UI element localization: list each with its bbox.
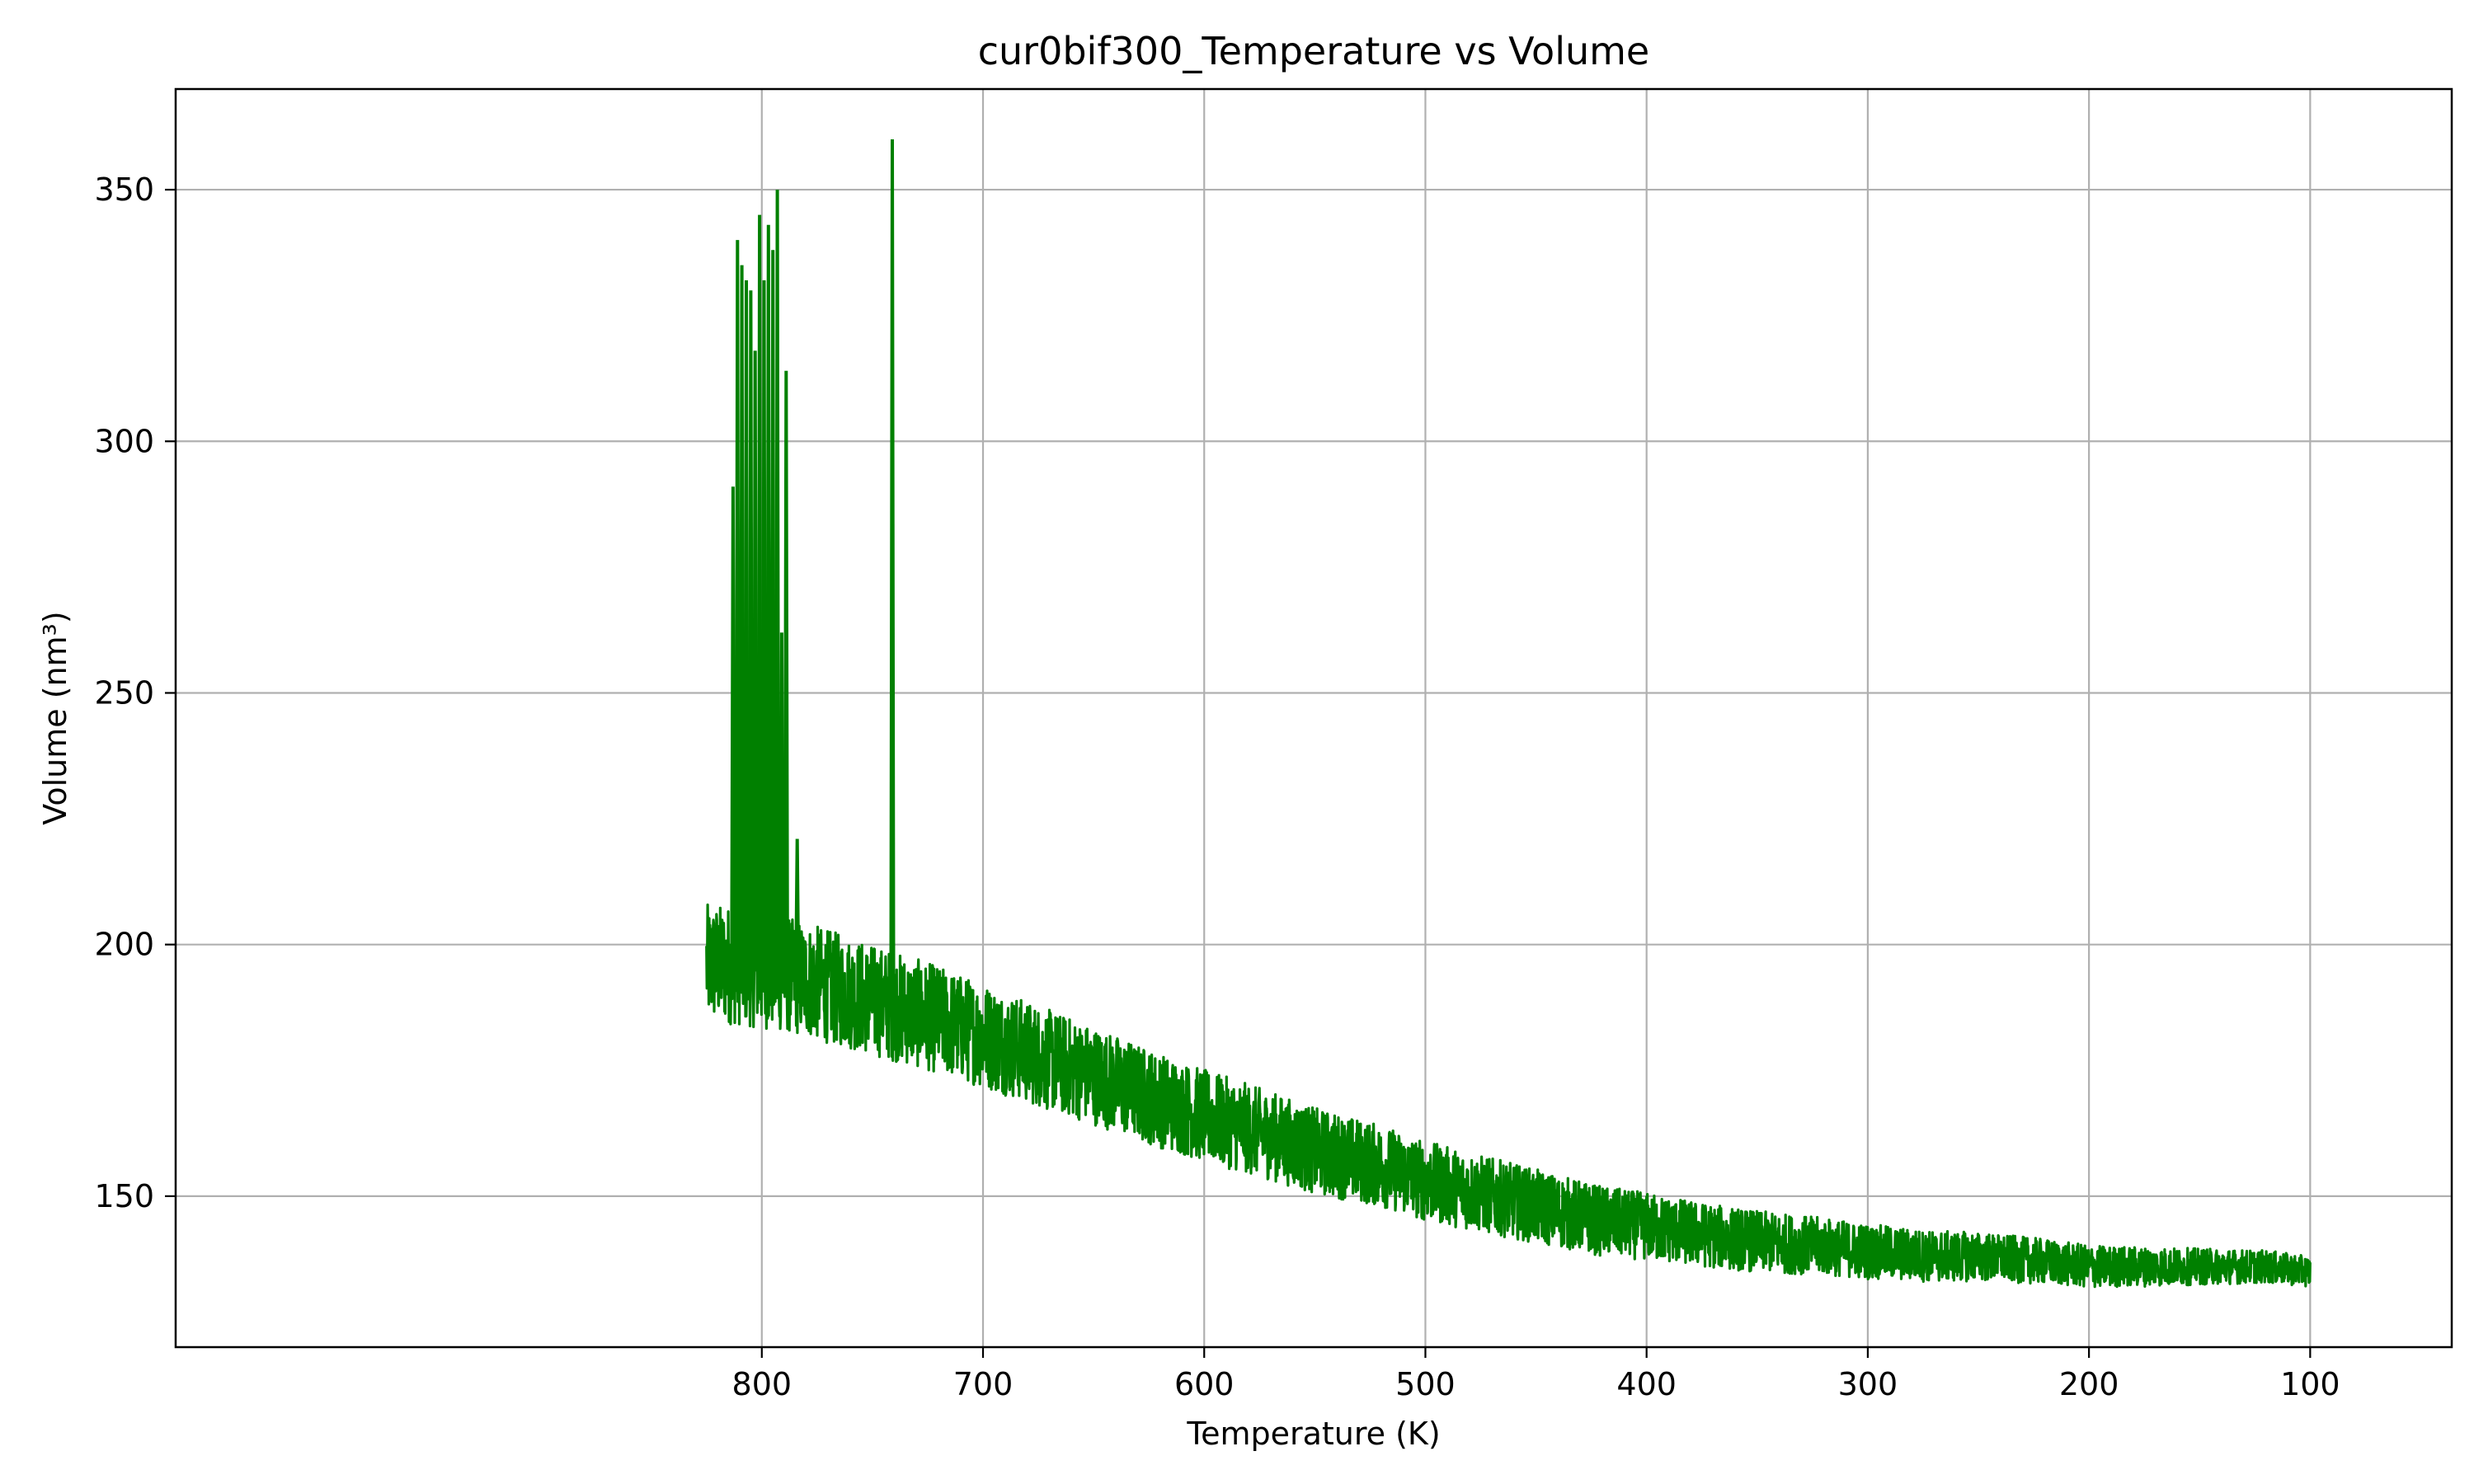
plot-frame: [174, 87, 2453, 1349]
series-spike: [778, 632, 785, 974]
series-spike: [760, 279, 768, 970]
series-spike: [756, 214, 763, 970]
series-spike: [734, 240, 741, 966]
series-spike: [783, 370, 789, 975]
grid: [176, 89, 2452, 1347]
chart-title: cur0bif300_Temperature vs Volume: [978, 29, 1650, 73]
y-tick-label: 350: [94, 171, 154, 208]
series-spike: [747, 290, 754, 969]
series-spike: [743, 279, 750, 968]
plot-data-layer: [705, 139, 2312, 1289]
y-tick-label: 150: [94, 1178, 154, 1214]
x-tick-label: 700: [953, 1366, 1014, 1402]
ticks: 800 700 600 500 400 300 200 100 150 200 250 300 350: [94, 171, 2340, 1402]
series-spike: [774, 190, 781, 974]
series-line: [705, 903, 2312, 1289]
series-spike: [730, 486, 736, 965]
series-spike: [752, 350, 759, 970]
series-spike: [765, 224, 772, 972]
x-tick-label: 100: [2280, 1366, 2340, 1402]
series-spike: [769, 250, 776, 973]
y-axis-title: Volume (nm³): [37, 611, 73, 824]
x-tick-label: 800: [732, 1366, 793, 1402]
y-tick-label: 300: [94, 423, 154, 459]
x-axis-title: Temperature (K): [1186, 1416, 1440, 1452]
y-tick-label: 250: [94, 674, 154, 711]
x-tick-label: 500: [1395, 1366, 1456, 1402]
x-tick-label: 400: [1616, 1366, 1677, 1402]
x-tick-label: 600: [1174, 1366, 1235, 1402]
y-tick-label: 200: [94, 927, 154, 963]
series-spike: [889, 139, 896, 1007]
series-spike: [794, 838, 801, 979]
series-spike: [739, 265, 745, 967]
x-tick-label: 200: [2059, 1366, 2119, 1402]
x-tick-label: 300: [1838, 1366, 1898, 1402]
